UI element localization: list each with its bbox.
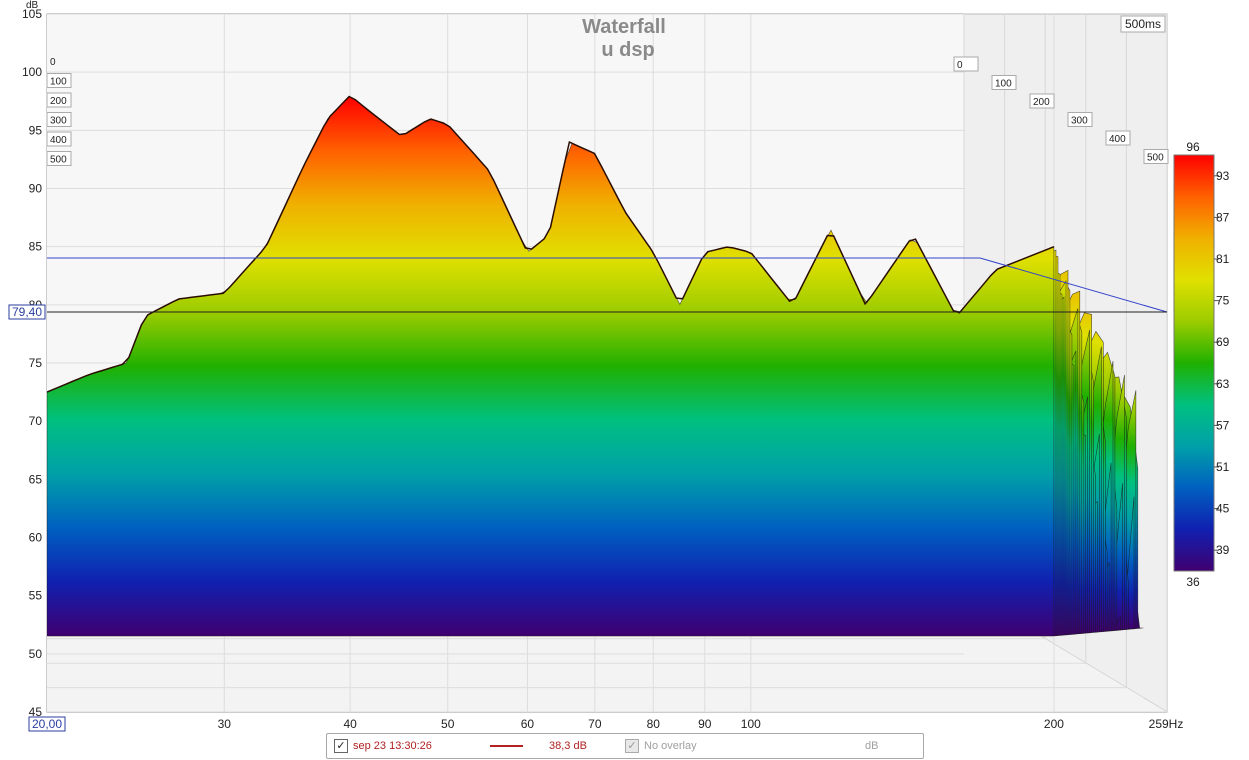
time-tick-right: 400 xyxy=(1109,134,1126,145)
y-tick-label: 90 xyxy=(29,182,43,196)
colorbar-tick-label: 69 xyxy=(1216,335,1230,349)
colorbar-tick-label: 63 xyxy=(1216,377,1230,391)
cursor-value-label: 79,40 xyxy=(12,305,42,319)
time-tick-left: 500 xyxy=(50,155,67,166)
legend-bar: ✓ sep 23 13:30:26 38,3 dB ✓ No overlay d… xyxy=(326,733,924,759)
unit-label: dB xyxy=(865,740,879,752)
x-tick-label: 40 xyxy=(343,717,357,731)
x-tick-label: 100 xyxy=(741,717,761,731)
chart-subtitle: u dsp xyxy=(601,39,654,61)
series-value: 38,3 dB xyxy=(549,740,587,752)
colorbar-tick-label: 57 xyxy=(1216,418,1230,432)
waterfall-chart: dB 45 50 55 60 65 70 75 80 85 90 95 100 105 30 40 50 60… xyxy=(8,0,1230,732)
y-tick-label: 85 xyxy=(29,240,43,254)
peak-perspective-line xyxy=(979,257,1168,313)
time-tick-left: 0 xyxy=(50,57,56,68)
y-tick-label: 50 xyxy=(29,647,43,661)
y-tick-label: 70 xyxy=(29,414,43,428)
y-axis: 4550556065707580859095100105 xyxy=(22,7,42,719)
colorbar-min-label: 36 xyxy=(1186,575,1200,589)
y-tick-label: 100 xyxy=(22,65,42,79)
x-tick-label: 90 xyxy=(698,717,712,731)
series-checkbox[interactable]: ✓ xyxy=(334,739,348,753)
front-slice-line xyxy=(47,95,1055,393)
colorbar-tick-label: 81 xyxy=(1216,252,1230,266)
y-tick-label: 75 xyxy=(29,356,43,370)
time-tick-right: 0 xyxy=(957,60,963,71)
y-tick-label: 55 xyxy=(29,589,43,603)
time-tick-left: 200 xyxy=(50,96,67,107)
overlay-checkbox[interactable]: ✓ xyxy=(625,739,639,753)
colorbar-max-label: 96 xyxy=(1186,140,1200,154)
time-tick-right: 500 xyxy=(1147,153,1164,164)
time-end-label: 500ms xyxy=(1125,17,1161,31)
time-tick-right: 300 xyxy=(1071,116,1088,127)
colorbar-ticks: 93 87 81 75 69 63 57 51 45 39 xyxy=(1214,169,1230,557)
x-tick-label: 70 xyxy=(588,717,602,731)
colorbar-tick-label: 87 xyxy=(1216,210,1230,224)
y-axis-label: dB xyxy=(26,0,39,11)
colorbar xyxy=(1173,154,1215,572)
time-tick-right: 200 xyxy=(1033,97,1050,108)
x-tick-label: 60 xyxy=(521,717,535,731)
x-start-label: 20,00 xyxy=(32,717,62,731)
overlay-label: No overlay xyxy=(644,740,697,752)
y-tick-label: 95 xyxy=(29,123,43,137)
x-end-label: 259Hz xyxy=(1149,717,1184,731)
time-tick-left: 100 xyxy=(50,77,67,88)
x-start-box[interactable] xyxy=(28,716,66,732)
y-tick-label: 65 xyxy=(29,472,43,486)
colorbar-tick-label: 39 xyxy=(1216,543,1230,557)
waterfall-surface xyxy=(47,95,1144,637)
x-tick-label: 30 xyxy=(218,717,232,731)
x-axis: 30 40 50 60 70 80 90 100 200 xyxy=(218,717,1065,731)
colorbar-tick-label: 75 xyxy=(1216,294,1230,308)
time-tick-left: 400 xyxy=(50,135,67,146)
y-tick-label: 60 xyxy=(29,531,43,545)
cursor-value-box[interactable] xyxy=(8,304,46,320)
series-label: sep 23 13:30:26 xyxy=(353,740,432,752)
colorbar-tick-label: 45 xyxy=(1216,502,1230,516)
colorbar-tick-label: 93 xyxy=(1216,169,1230,183)
x-tick-label: 50 xyxy=(441,717,455,731)
y-tick-label: 45 xyxy=(29,705,43,719)
time-axis: 0 100 200 300 400 500 0 100 200 300 400 500 xyxy=(46,56,1169,166)
time-tick-right: 100 xyxy=(995,79,1012,90)
time-tick-left: 300 xyxy=(50,116,67,127)
x-tick-label: 80 xyxy=(647,717,661,731)
x-tick-label: 200 xyxy=(1044,717,1064,731)
chart-title: Waterfall xyxy=(582,16,666,38)
colorbar-tick-label: 51 xyxy=(1216,460,1230,474)
y-tick-label: 105 xyxy=(22,7,42,21)
time-end-box xyxy=(1120,15,1166,33)
series-line-swatch xyxy=(490,745,523,747)
